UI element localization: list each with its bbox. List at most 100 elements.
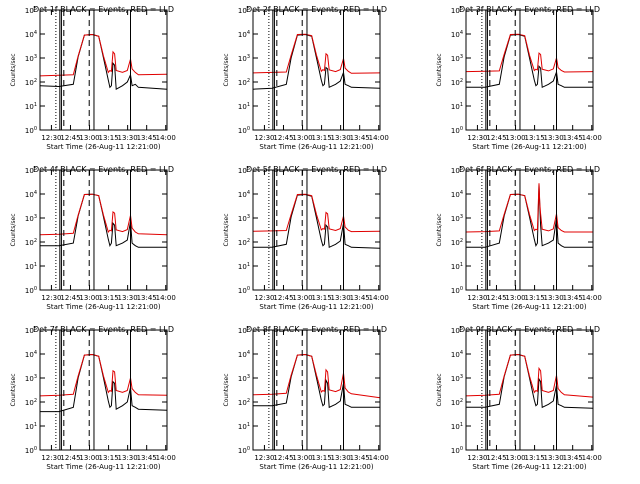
x-tick-label: 13:00 [79, 454, 99, 462]
x-tick-label: 14:00 [582, 454, 602, 462]
y-tick-exponent: 1 [247, 262, 250, 268]
x-axis-label: Start Time (26-Aug-11 12:21:00) [46, 463, 160, 471]
y-tick-label: 104 [25, 190, 37, 199]
series-line-lld [465, 353, 594, 398]
series-line-events [252, 33, 381, 90]
y-tick-exponent: 3 [460, 214, 463, 220]
x-tick-label: 13:15 [311, 294, 331, 302]
y-tick-exponent: 5 [34, 326, 37, 332]
y-tick-exponent: 2 [247, 238, 250, 244]
y-tick-exponent: 5 [460, 326, 463, 332]
x-tick-label: 13:30 [544, 294, 564, 302]
x-axis-label: Start Time (26-Aug-11 12:21:00) [46, 303, 160, 311]
series-line-lld [465, 33, 594, 73]
series-line-lld [252, 33, 381, 74]
panel-7: 10010110210310410512:3012:4513:0013:1513… [10, 325, 176, 471]
panel-title: Det 9f BLACK = Events, RED = LLD [459, 325, 600, 334]
series-line-lld [39, 33, 168, 77]
x-tick-label: 13:15 [98, 454, 118, 462]
y-tick-exponent: 3 [34, 374, 37, 380]
plot-frame [465, 169, 594, 291]
x-tick-label: 12:45 [273, 294, 293, 302]
x-axis-label: Start Time (26-Aug-11 12:21:00) [259, 143, 373, 151]
x-tick-label: 12:45 [486, 294, 506, 302]
y-tick-label: 105 [238, 326, 250, 335]
panel-title: Det 7f BLACK = Events, RED = LLD [33, 325, 174, 334]
y-tick-label: 102 [238, 238, 250, 247]
x-tick-label: 13:00 [292, 294, 312, 302]
x-tick-label: 14:00 [369, 454, 389, 462]
y-tick-label: 104 [451, 350, 463, 359]
y-tick-exponent: 4 [247, 350, 250, 356]
y-tick-label: 102 [25, 398, 37, 407]
panel-title: Det 1f BLACK = Events, RED = LLD [33, 5, 174, 14]
y-axis-label: Counts/sec [223, 373, 230, 406]
x-tick-label: 13:15 [524, 294, 544, 302]
y-tick-label: 105 [25, 326, 37, 335]
y-tick-exponent: 5 [34, 166, 37, 172]
x-tick-label: 13:00 [505, 454, 525, 462]
y-tick-label: 103 [238, 214, 250, 223]
y-tick-label: 105 [451, 166, 463, 175]
y-tick-exponent: 1 [34, 262, 37, 268]
y-tick-label: 104 [25, 30, 37, 39]
x-axis-label: Start Time (26-Aug-11 12:21:00) [472, 303, 586, 311]
x-tick-label: 13:45 [350, 134, 370, 142]
x-tick-label: 13:30 [544, 454, 564, 462]
panel-8: 10010110210310410512:3012:4513:0013:1513… [223, 325, 389, 471]
y-tick-label: 104 [238, 350, 250, 359]
y-axis-label: Counts/sec [223, 213, 230, 246]
y-tick-exponent: 3 [460, 374, 463, 380]
panel-9: 10010110210310410512:3012:4513:0013:1513… [436, 325, 602, 471]
y-tick-label: 101 [451, 102, 463, 111]
y-tick-label: 101 [25, 262, 37, 271]
x-tick-label: 13:15 [98, 134, 118, 142]
y-tick-label: 105 [25, 6, 37, 15]
panel-title: Det 6f BLACK = Events, RED = LLD [459, 165, 600, 174]
y-tick-exponent: 1 [460, 262, 463, 268]
x-tick-label: 12:30 [467, 294, 487, 302]
x-tick-label: 13:15 [524, 134, 544, 142]
x-tick-label: 13:30 [118, 454, 138, 462]
series-line-events [40, 193, 167, 248]
y-axis-label: Counts/sec [436, 373, 443, 406]
x-tick-label: 13:45 [137, 454, 157, 462]
y-tick-exponent: 3 [460, 54, 463, 60]
y-tick-label: 101 [238, 262, 250, 271]
y-tick-label: 102 [238, 398, 250, 407]
x-tick-label: 12:45 [273, 454, 293, 462]
y-tick-exponent: 3 [247, 54, 250, 60]
y-tick-label: 100 [25, 286, 37, 295]
y-tick-label: 102 [451, 398, 463, 407]
plot-frame [39, 329, 168, 451]
y-tick-label: 101 [25, 102, 37, 111]
y-tick-exponent: 5 [247, 166, 250, 172]
y-tick-exponent: 3 [247, 214, 250, 220]
y-tick-exponent: 0 [34, 286, 37, 292]
x-tick-label: 13:15 [524, 454, 544, 462]
y-tick-exponent: 4 [460, 190, 463, 196]
panel-title: Det 8f BLACK = Events, RED = LLD [246, 325, 387, 334]
x-tick-label: 13:15 [311, 134, 331, 142]
series-line-lld [39, 193, 168, 236]
y-tick-label: 100 [25, 446, 37, 455]
y-tick-exponent: 0 [460, 286, 463, 292]
panel-4: 10010110210310410512:3012:4513:0013:1513… [10, 165, 176, 311]
panel-2: 10010110210310410512:3012:4513:0013:1513… [223, 5, 389, 151]
x-tick-label: 14:00 [369, 134, 389, 142]
x-tick-label: 12:30 [254, 294, 274, 302]
y-axis-label: Counts/sec [436, 53, 443, 86]
x-tick-label: 13:45 [563, 454, 583, 462]
x-axis-label: Start Time (26-Aug-11 12:21:00) [46, 143, 160, 151]
x-tick-label: 13:30 [331, 454, 351, 462]
y-tick-label: 103 [238, 374, 250, 383]
y-tick-exponent: 2 [460, 238, 463, 244]
series-line-lld [252, 353, 381, 399]
y-axis-label: Counts/sec [436, 213, 443, 246]
y-tick-exponent: 5 [247, 326, 250, 332]
y-tick-exponent: 5 [247, 6, 250, 12]
y-tick-label: 101 [451, 422, 463, 431]
panel-title: Det 3f BLACK = Events, RED = LLD [459, 5, 600, 14]
y-tick-exponent: 4 [34, 30, 37, 36]
x-tick-label: 14:00 [156, 454, 176, 462]
